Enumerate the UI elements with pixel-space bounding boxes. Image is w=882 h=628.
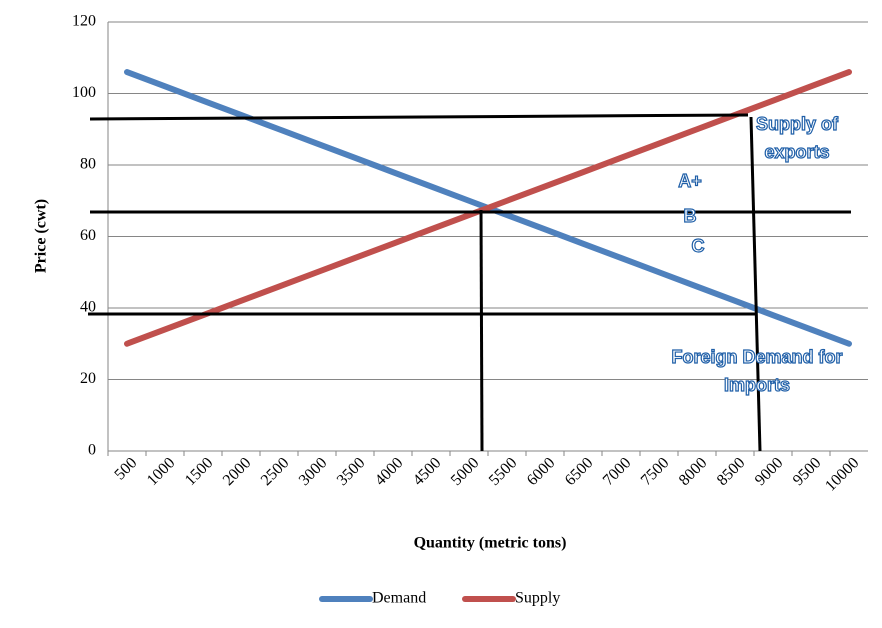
x-tick-label: 6500: [562, 454, 597, 489]
annotation: B: [684, 206, 697, 226]
legend-label: Supply: [515, 590, 560, 607]
x-tick-label: 7500: [638, 454, 673, 489]
x-tick-label: 1000: [144, 454, 179, 489]
x-tick-label: 6000: [524, 454, 559, 489]
guide-line: [749, 116, 762, 452]
x-tick-label: 9000: [752, 454, 787, 489]
x-tick-label: 3000: [296, 454, 331, 489]
guide-line: [89, 113, 749, 121]
series-line: [124, 69, 852, 347]
annotation: Supply of: [756, 114, 839, 134]
y-tick-label: 20: [80, 370, 96, 387]
x-tick-label: 4500: [410, 454, 445, 489]
annotation: Foreign Demand for: [671, 347, 842, 367]
x-tick-label: 8000: [676, 454, 711, 489]
annotation: C: [692, 236, 705, 256]
x-tick-label: 10000: [822, 454, 862, 494]
y-tick-label: 100: [72, 84, 96, 101]
x-tick-label: 2000: [220, 454, 255, 489]
x-tick-label: 5500: [486, 454, 521, 489]
y-tick-label: 120: [72, 13, 96, 30]
x-tick-label: 9500: [790, 454, 825, 489]
x-tick-label: 7000: [600, 454, 635, 489]
y-tick-label: 40: [80, 299, 96, 316]
x-tick-label: 5000: [448, 454, 483, 489]
x-axis-label: Quantity (metric tons): [414, 535, 567, 552]
x-tick-label: 500: [111, 454, 140, 483]
y-axis-label: Price (cwt): [33, 199, 50, 273]
y-tick-label: 80: [80, 156, 96, 173]
annotation: exports: [764, 142, 829, 162]
x-tick-label: 1500: [182, 454, 217, 489]
y-tick-label: 60: [80, 227, 96, 244]
guide-lines: [88, 113, 851, 452]
guide-line: [479, 209, 484, 452]
x-tick-label: 8500: [714, 454, 749, 489]
y-tick-label: 0: [88, 442, 96, 459]
annotation: Imports: [724, 375, 790, 395]
x-tick-label: 2500: [258, 454, 293, 489]
x-tick-label: 3500: [334, 454, 369, 489]
legend-label: Demand: [372, 590, 426, 607]
x-tick-label: 4000: [372, 454, 407, 489]
annotation: A+: [678, 171, 702, 191]
